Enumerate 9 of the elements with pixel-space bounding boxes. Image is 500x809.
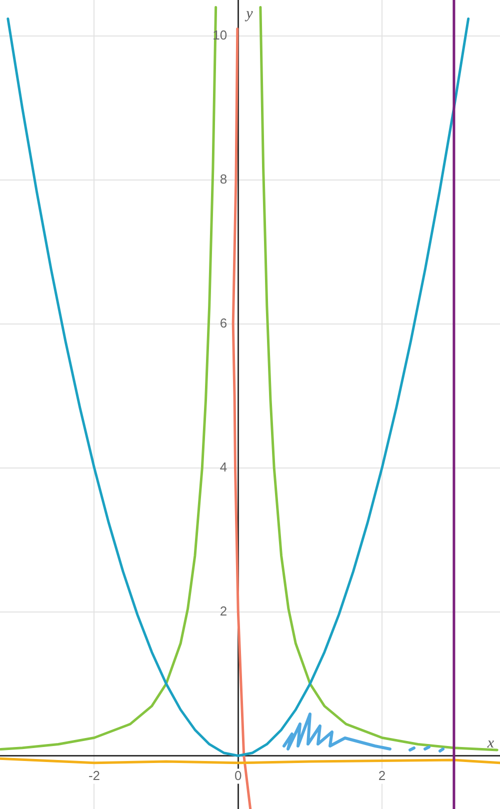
y-tick-label: 2 [220, 603, 228, 618]
y-tick-label: 8 [220, 172, 228, 187]
x-tick-label: 0 [234, 768, 242, 783]
y-tick-label: 6 [220, 315, 228, 330]
x-axis-title: x [486, 736, 494, 752]
y-axis-title: y [244, 6, 254, 22]
y-tick-label: 4 [220, 459, 228, 474]
x-tick-label: -2 [88, 768, 100, 783]
x-tick-label: 2 [378, 768, 386, 783]
